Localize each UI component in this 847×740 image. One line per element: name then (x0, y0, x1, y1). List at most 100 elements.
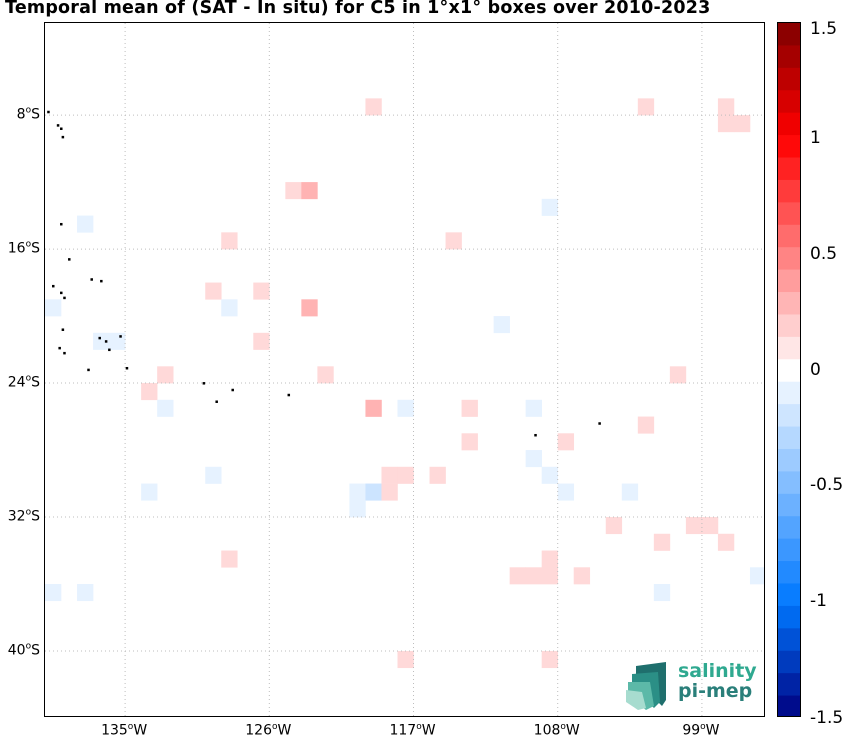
data-cell (45, 584, 62, 602)
colorbar-step (778, 336, 800, 360)
colorbar-step (778, 292, 800, 315)
data-cell (429, 466, 446, 484)
colorbar-gradient (778, 23, 800, 716)
data-cell (749, 567, 764, 585)
colorbar-step (778, 650, 800, 674)
colorbar (777, 22, 801, 717)
island-land (60, 291, 63, 295)
colorbar-step (778, 224, 800, 248)
data-cell (541, 550, 559, 568)
island-land (63, 296, 66, 300)
colorbar-step (778, 269, 800, 293)
island-land (598, 422, 601, 425)
data-cell (109, 332, 126, 350)
data-cell (365, 483, 382, 501)
data-cell (653, 533, 671, 551)
salinity-pi-mep-logo: salinity pi-mep (626, 660, 761, 712)
data-cell (141, 383, 158, 401)
map-canvas (45, 23, 764, 716)
data-cell (301, 182, 318, 200)
colorbar-step (778, 404, 800, 428)
colorbar-step (778, 695, 800, 716)
data-cell (637, 416, 655, 434)
logo-text-salinity: salinity (678, 660, 757, 682)
island-land (125, 366, 129, 370)
island-land (104, 340, 108, 343)
data-cell (397, 466, 414, 484)
data-cell (397, 651, 414, 669)
data-cell (205, 282, 222, 300)
data-cell (381, 466, 398, 484)
lon-tick-label: 117oW (389, 722, 436, 739)
colorbar-step (778, 561, 800, 584)
data-cell (157, 399, 174, 417)
data-cell (541, 567, 559, 585)
data-cell (93, 332, 110, 350)
colorbar-step (778, 314, 800, 338)
data-cell (637, 98, 655, 116)
data-cell (621, 483, 639, 501)
island-land (61, 135, 65, 139)
colorbar-step (778, 381, 800, 405)
data-cell (365, 98, 382, 116)
colorbar-step (778, 583, 800, 607)
island-land (47, 110, 50, 114)
colorbar-tick-label: -0.5 (810, 475, 844, 496)
colorbar-step (778, 157, 800, 181)
island-land (287, 393, 291, 397)
colorbar-step (778, 135, 800, 159)
data-cell (349, 500, 366, 518)
colorbar-step (778, 448, 800, 472)
island-land (534, 433, 537, 437)
lat-tick-label: 32oS (7, 507, 40, 525)
data-cell (461, 433, 478, 451)
data-cell (525, 399, 542, 417)
colorbar-step (778, 673, 800, 697)
map-title: Temporal mean of (SAT - In situ) for C5 … (5, 0, 711, 18)
data-cell (573, 567, 591, 585)
data-cell (541, 651, 559, 669)
data-cell (221, 550, 238, 568)
colorbar-step (778, 67, 800, 91)
island-land (60, 222, 63, 226)
island-land (100, 279, 103, 283)
colorbar-tick-label: 0.5 (810, 243, 838, 264)
data-cell (397, 399, 414, 417)
colorbar-step (778, 605, 800, 629)
data-cell (205, 466, 222, 484)
island-land (61, 328, 65, 331)
lat-tick-label: 24oS (7, 373, 40, 391)
data-cell (445, 232, 462, 250)
data-cell (285, 182, 302, 200)
colorbar-step (778, 23, 800, 46)
island-land (60, 127, 63, 131)
data-cell (77, 584, 94, 602)
lat-tick-label: 8oS (16, 105, 40, 123)
island-land (87, 368, 90, 372)
logo-text-pi-mep: pi-mep (678, 680, 753, 702)
data-cell (301, 299, 318, 317)
colorbar-step (778, 538, 800, 562)
data-cell (253, 282, 270, 300)
lat-tick-label: 16oS (7, 239, 40, 257)
colorbar-step (778, 493, 800, 517)
colorbar-step (778, 90, 800, 114)
colorbar-step (778, 112, 800, 136)
colorbar-step (778, 516, 800, 540)
island-land (58, 346, 61, 350)
data-cell (717, 115, 735, 133)
colorbar-step (778, 247, 800, 271)
data-cell (77, 215, 94, 233)
island-land (231, 388, 234, 392)
lon-tick-label: 108oW (533, 722, 580, 739)
data-cell (541, 466, 559, 484)
data-cell (733, 115, 751, 133)
data-cell (653, 584, 671, 602)
colorbar-step (778, 359, 800, 383)
data-cell (141, 483, 158, 501)
island-land (52, 284, 55, 288)
island-land (98, 336, 101, 340)
colorbar-tick-label: 1.5 (810, 19, 838, 39)
colorbar-tick-label: 1 (810, 127, 821, 148)
data-cell (493, 316, 510, 334)
